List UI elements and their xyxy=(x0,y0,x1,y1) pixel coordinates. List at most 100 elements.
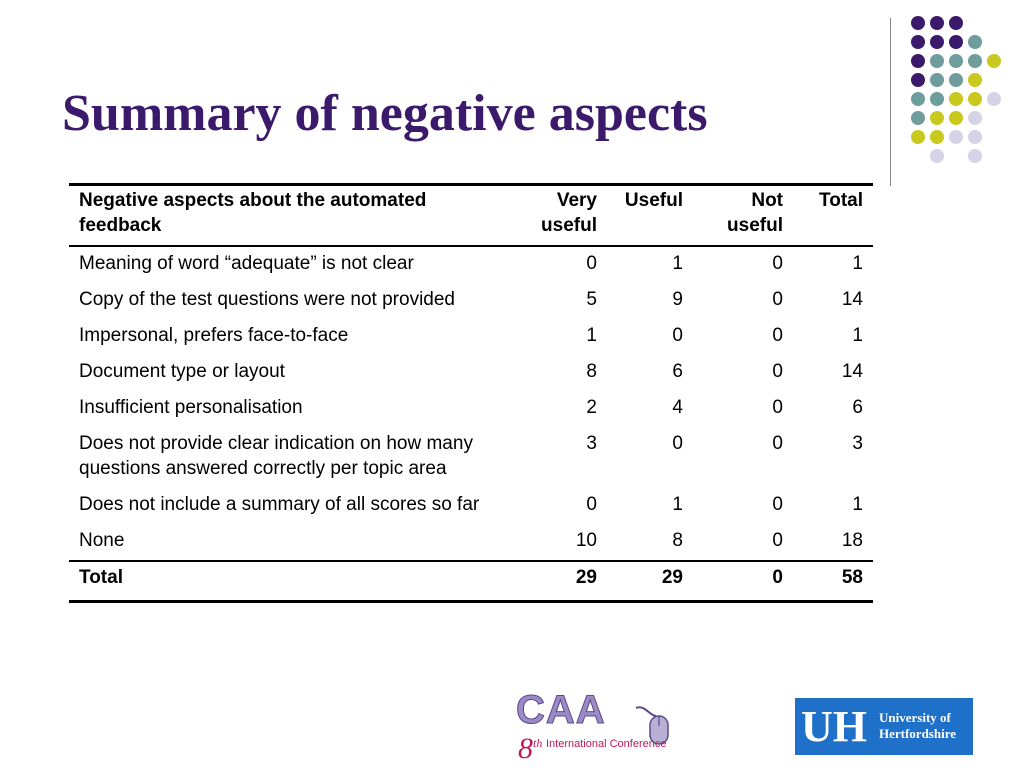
decorative-dot xyxy=(968,92,982,106)
title-divider-line xyxy=(890,18,891,186)
uh-name-line2: Hertfordshire xyxy=(879,726,957,741)
decorative-dot xyxy=(968,149,982,163)
conference-ordinal: 8th xyxy=(518,732,543,765)
decorative-dot xyxy=(949,130,963,144)
cell-useful: 9 xyxy=(672,289,683,310)
table-row: Insufficient personalisation 2 4 0 6 xyxy=(69,391,873,427)
cell-total: 18 xyxy=(841,530,863,551)
table-header-row: Negative aspects about the automated fee… xyxy=(69,184,873,246)
cell-not-useful: 0 xyxy=(772,530,783,551)
decorative-dot xyxy=(930,130,944,144)
decorative-dot xyxy=(968,54,982,68)
university-of-hertfordshire-logo: UH University of Hertfordshire xyxy=(795,698,973,755)
decorative-dot xyxy=(911,35,925,49)
cell-total: 14 xyxy=(841,289,863,310)
decorative-dot xyxy=(930,16,944,30)
cell-aspect: Copy of the test questions were not prov… xyxy=(79,289,456,310)
cell-useful: 1 xyxy=(672,494,683,515)
header-total: Total xyxy=(819,190,863,211)
decorative-dot xyxy=(911,92,925,106)
total-useful: 29 xyxy=(661,567,683,588)
table-row: Does not provide clear indication on how… xyxy=(69,427,873,488)
decorative-dot xyxy=(949,111,963,125)
decorative-dot xyxy=(930,92,944,106)
cell-useful: 4 xyxy=(672,397,683,418)
decorative-dot xyxy=(911,73,925,87)
table-row: Copy of the test questions were not prov… xyxy=(69,283,873,319)
cell-very-useful: 10 xyxy=(575,530,597,551)
decorative-dot xyxy=(911,54,925,68)
decorative-dot xyxy=(930,149,944,163)
uh-mark: UH xyxy=(801,702,867,751)
cell-useful: 0 xyxy=(672,433,683,454)
cell-not-useful: 0 xyxy=(772,253,783,274)
total-total: 58 xyxy=(841,567,863,588)
cell-useful: 0 xyxy=(672,325,683,346)
decorative-dot xyxy=(968,73,982,87)
conference-subtitle: International Conference xyxy=(546,738,667,750)
decorative-dot xyxy=(949,16,963,30)
cell-total: 3 xyxy=(852,433,863,454)
cell-total: 1 xyxy=(852,253,863,274)
uh-name-line1: University of xyxy=(879,710,951,725)
total-label: Total xyxy=(79,567,123,588)
caa-wordmark: CAA xyxy=(516,688,606,732)
caa-conference-logo: CAA 8th International Conference xyxy=(514,688,674,765)
decorative-dot xyxy=(911,16,925,30)
decorative-dot xyxy=(987,92,1001,106)
table-total-row: Total 29 29 0 58 xyxy=(69,561,873,602)
cell-not-useful: 0 xyxy=(772,325,783,346)
decorative-dot xyxy=(911,130,925,144)
table-row: Does not include a summary of all scores… xyxy=(69,488,873,524)
header-useful: Useful xyxy=(624,190,683,211)
cell-very-useful: 1 xyxy=(586,325,597,346)
cell-very-useful: 8 xyxy=(586,361,597,382)
cell-not-useful: 0 xyxy=(772,494,783,515)
uh-name: University of Hertfordshire xyxy=(879,710,956,742)
cell-not-useful: 0 xyxy=(772,361,783,382)
page-title: Summary of negative aspects xyxy=(62,85,708,142)
total-not-useful: 0 xyxy=(772,567,783,588)
header-aspect: Negative aspects about the automated fee… xyxy=(79,190,427,236)
cell-very-useful: 3 xyxy=(586,433,597,454)
cell-very-useful: 5 xyxy=(586,289,597,310)
cell-not-useful: 0 xyxy=(772,289,783,310)
decorative-dot xyxy=(911,111,925,125)
cell-aspect: Does not include a summary of all scores… xyxy=(79,494,480,515)
table-row: Meaning of word “adequate” is not clear 0… xyxy=(69,246,873,283)
decorative-dot xyxy=(987,54,1001,68)
cell-not-useful: 0 xyxy=(772,397,783,418)
decorative-dot xyxy=(949,92,963,106)
cell-total: 1 xyxy=(852,494,863,515)
table-row: None 10 8 0 18 xyxy=(69,524,873,561)
mouse-icon xyxy=(635,706,669,745)
cell-total: 1 xyxy=(852,325,863,346)
cell-total: 14 xyxy=(841,361,863,382)
cell-aspect: None xyxy=(79,530,125,551)
decorative-dot xyxy=(930,111,944,125)
cell-aspect: Meaning of word “adequate” is not clear xyxy=(79,253,414,274)
table-row: Impersonal, prefers face-to-face 1 0 0 1 xyxy=(69,319,873,355)
negative-aspects-table: Negative aspects about the automated fee… xyxy=(69,183,873,603)
cell-useful: 6 xyxy=(672,361,683,382)
cell-aspect: Insufficient personalisation xyxy=(79,397,303,418)
cell-very-useful: 0 xyxy=(586,494,597,515)
cell-total: 6 xyxy=(852,397,863,418)
table-row: Document type or layout 8 6 0 14 xyxy=(69,355,873,391)
decorative-dot xyxy=(930,73,944,87)
cell-aspect: Impersonal, prefers face-to-face xyxy=(79,325,349,346)
decorative-dot xyxy=(930,35,944,49)
decorative-dot xyxy=(968,130,982,144)
decorative-dot xyxy=(968,35,982,49)
decorative-dot-grid xyxy=(911,16,1001,163)
cell-aspect: Does not provide clear indication on how… xyxy=(79,433,473,479)
header-very-useful: Very useful xyxy=(541,190,597,236)
cell-very-useful: 0 xyxy=(586,253,597,274)
decorative-dot xyxy=(949,73,963,87)
cell-not-useful: 0 xyxy=(772,433,783,454)
cell-useful: 1 xyxy=(672,253,683,274)
decorative-dot xyxy=(949,35,963,49)
cell-aspect: Document type or layout xyxy=(79,361,285,382)
decorative-dot xyxy=(949,54,963,68)
decorative-dot xyxy=(930,54,944,68)
